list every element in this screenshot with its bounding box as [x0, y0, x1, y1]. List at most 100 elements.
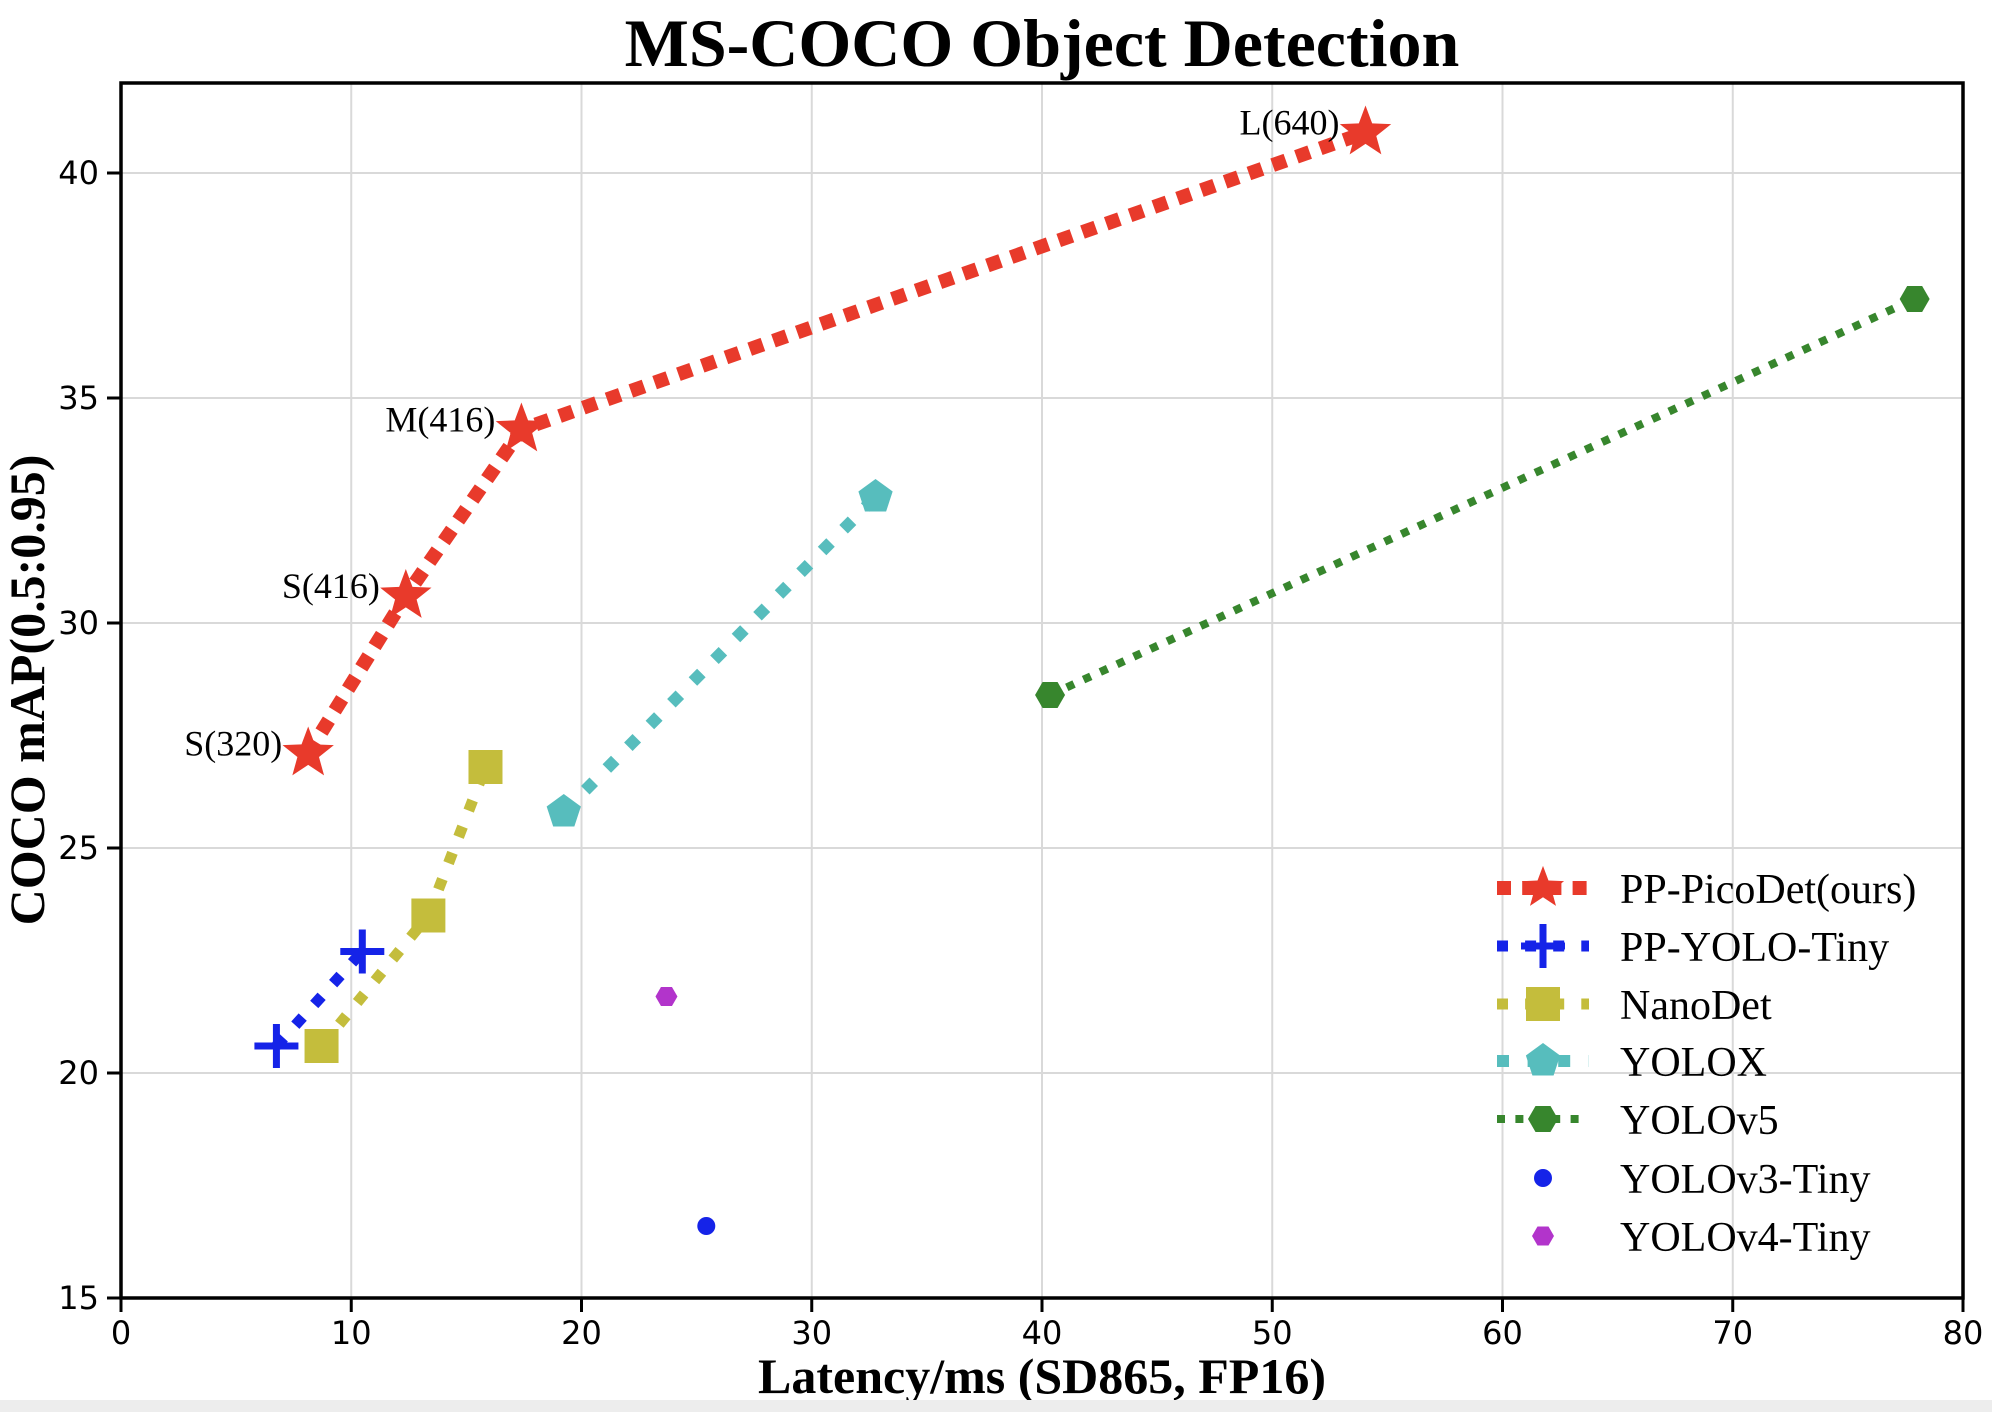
data-point-marker [380, 569, 432, 618]
data-point-marker [254, 1024, 299, 1068]
legend: PP-PicoDet(ours) PP-YOLO-Tiny NanoDet YOLOX… [1497, 865, 1916, 1261]
bottom-strip [0, 1400, 1992, 1412]
y-tick-label: 40 [58, 154, 99, 192]
annotation-layer: S(320) S(416) M(416) L(640) [184, 103, 1339, 764]
hexagon-marker [1035, 682, 1066, 708]
legend-marker [1521, 865, 1565, 906]
legend-item-YOLOv5: YOLOv5 [1497, 1098, 1779, 1144]
x-axis-label: Latency/ms (SD865, FP16) [758, 1348, 1326, 1404]
star-marker [1521, 865, 1565, 906]
y-tick-label: 25 [58, 829, 99, 867]
series-line [559, 492, 880, 817]
data-point-marker [468, 750, 503, 784]
chart-title: MS-COCO Object Detection [625, 5, 1460, 81]
data-point-marker [411, 898, 446, 933]
circle-marker [697, 1217, 716, 1235]
data-point-marker [1035, 682, 1066, 708]
x-tick-label: 20 [561, 1314, 602, 1352]
x-tick-label: 40 [1022, 1314, 1063, 1352]
star-marker [495, 402, 548, 452]
hexagon-marker [1532, 1226, 1554, 1246]
legend-item-label: YOLOv4-Tiny [1620, 1215, 1870, 1261]
data-point-marker [546, 794, 581, 827]
legend-item-PP-PicoDet(ours): PP-PicoDet(ours) [1497, 865, 1916, 913]
series-PP-PicoDet(ours) [282, 105, 1392, 776]
data-point-marker [1339, 105, 1392, 155]
axis-layer: 0 10 20 30 40 50 60 70 80 15 20 25 30 35 40 [58, 81, 1984, 1352]
series-YOLOv4-Tiny [655, 986, 678, 1007]
legend-marker [1526, 987, 1560, 1021]
legend-item-PP-YOLO-Tiny: PP-YOLO-Tiny [1497, 924, 1889, 971]
data-point-marker [697, 1217, 716, 1235]
data-point-marker [282, 726, 334, 776]
series-line [272, 947, 367, 1050]
y-tick-label: 15 [58, 1279, 99, 1317]
series-PP-YOLO-Tiny [254, 929, 385, 1068]
series-layer [254, 105, 1930, 1235]
data-point-marker [340, 929, 385, 974]
y-tick-label: 30 [58, 604, 99, 642]
legend-marker [1528, 1106, 1558, 1132]
pentagon-marker [858, 479, 893, 512]
data-point-marker [495, 402, 548, 452]
x-tick-label: 50 [1252, 1314, 1293, 1352]
legend-item-label: YOLOv5 [1620, 1098, 1779, 1144]
legend-marker [1525, 1043, 1561, 1076]
series-line [1048, 295, 1917, 699]
legend-item-YOLOv4-Tiny: YOLOv4-Tiny [1532, 1215, 1870, 1261]
plus-marker [340, 929, 385, 974]
legend-item-YOLOX: YOLOX [1497, 1040, 1767, 1086]
data-point-marker [655, 986, 678, 1007]
plus-marker [254, 1024, 299, 1068]
x-tick-label: 80 [1943, 1314, 1984, 1352]
square-marker [304, 1029, 339, 1063]
series-YOLOX [546, 479, 893, 827]
legend-marker [1521, 924, 1565, 968]
point-label: L(640) [1240, 103, 1340, 143]
legend-item-label: PP-PicoDet(ours) [1620, 867, 1916, 913]
circle-marker [1534, 1169, 1552, 1187]
legend-marker [1534, 1169, 1552, 1187]
point-label: M(416) [385, 400, 495, 440]
hexagon-marker [655, 986, 678, 1007]
x-tick-label: 10 [331, 1314, 372, 1352]
grid-layer [121, 83, 1963, 1298]
star-marker [1339, 105, 1392, 155]
series-YOLOv5 [1035, 286, 1930, 708]
y-tick-label: 35 [58, 379, 99, 417]
data-point-marker [858, 479, 893, 512]
legend-item-label: PP-YOLO-Tiny [1620, 925, 1889, 971]
square-marker [411, 898, 446, 933]
point-label: S(416) [282, 566, 380, 606]
legend-marker [1532, 1226, 1554, 1246]
data-point-marker [304, 1029, 339, 1063]
hexagon-marker [1899, 286, 1930, 312]
plus-marker [1521, 924, 1565, 968]
y-axis-label: COCO mAP(0.5:0.95) [0, 455, 55, 926]
y-tick-label: 20 [58, 1054, 99, 1092]
series-YOLOv3-Tiny [697, 1217, 716, 1235]
series-line [302, 125, 1368, 758]
point-label: S(320) [184, 724, 282, 764]
legend-item-NanoDet: NanoDet [1497, 983, 1772, 1029]
x-tick-label: 0 [111, 1314, 131, 1352]
data-point-marker [1899, 286, 1930, 312]
pentagon-marker [546, 794, 581, 827]
hexagon-marker [1528, 1106, 1558, 1132]
series-line [317, 765, 491, 1050]
legend-item-label: NanoDet [1620, 983, 1772, 1029]
x-tick-label: 70 [1712, 1314, 1753, 1352]
legend-item-label: YOLOv3-Tiny [1620, 1157, 1870, 1203]
x-tick-label: 30 [791, 1314, 832, 1352]
pentagon-marker [1525, 1043, 1561, 1076]
square-marker [1526, 987, 1560, 1021]
legend-item-label: YOLOX [1620, 1040, 1767, 1086]
square-marker [468, 750, 503, 784]
series-NanoDet [304, 750, 503, 1063]
legend-item-YOLOv3-Tiny: YOLOv3-Tiny [1534, 1157, 1870, 1203]
star-marker [282, 726, 334, 776]
x-tick-label: 60 [1482, 1314, 1523, 1352]
star-marker [380, 569, 432, 618]
